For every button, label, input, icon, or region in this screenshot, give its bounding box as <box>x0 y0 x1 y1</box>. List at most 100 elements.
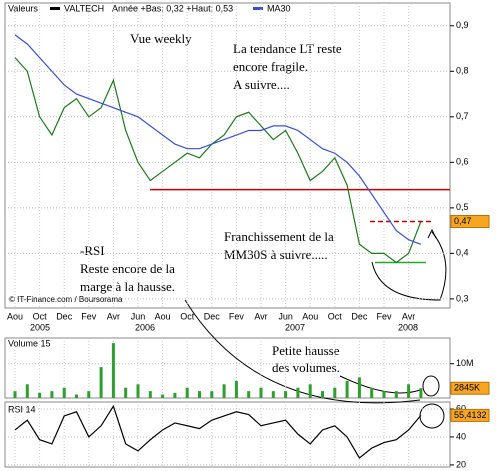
x-tick-label: Avr <box>254 311 267 321</box>
legend-swatch <box>253 7 263 10</box>
year-label: 2008 <box>398 322 418 332</box>
x-tick-label: Dec <box>56 311 73 321</box>
volume-bar <box>62 387 66 398</box>
volume-bar <box>25 384 29 398</box>
volume-bar <box>321 391 324 398</box>
arrow-line <box>184 299 421 404</box>
last-value-label: 0,47 <box>454 216 472 226</box>
y-tick-label: 0,4 <box>456 248 469 258</box>
arrow-head <box>427 228 437 239</box>
rsi-panel <box>4 401 451 468</box>
annotation: Franchissement de la <box>224 229 334 244</box>
volume-bar <box>308 384 312 398</box>
y-tick-label: 10M <box>456 358 474 368</box>
annotation: MM30S à suivre..... <box>224 247 328 262</box>
volume-bar <box>407 384 411 398</box>
y-tick-label: 0,7 <box>456 111 469 121</box>
ellipse <box>422 375 440 397</box>
y-tick-label: 0,6 <box>456 157 469 167</box>
drawings <box>184 228 447 429</box>
legend-entry: VALTECH <box>64 3 104 13</box>
x-tick-label: Jun <box>131 311 146 321</box>
y-tick-label: 0,3 <box>456 293 469 303</box>
volume-bar <box>13 391 17 398</box>
annotation: Petite hausse <box>272 343 340 358</box>
volume-bar <box>87 391 91 398</box>
volume-bar <box>148 391 152 398</box>
volume-bar <box>382 391 386 398</box>
volume-bar <box>370 387 374 398</box>
x-tick-label: Aou <box>155 311 171 321</box>
volume-bar <box>136 384 140 398</box>
y-tick-label: 20 <box>456 459 466 469</box>
last-value-box <box>450 408 490 422</box>
volume-bar <box>173 392 177 398</box>
annotation: Reste encore de la <box>80 261 175 276</box>
volume-bar <box>419 388 423 398</box>
volume-bar <box>38 392 42 398</box>
volume-bar <box>271 391 275 398</box>
volume-bar <box>394 391 398 398</box>
x-tick-label: Oct <box>328 311 343 321</box>
x-tick-label: Fev <box>376 311 392 321</box>
last-value-label: 55,4132 <box>454 410 487 420</box>
arrow-curve <box>371 231 447 301</box>
series-line <box>14 34 422 245</box>
volume-bar <box>111 343 115 398</box>
annotation: des volumes. <box>272 360 340 375</box>
last-value-box <box>450 381 490 395</box>
last-value-label: 2845K <box>454 383 480 393</box>
volume-bar <box>210 391 214 398</box>
annotation: La tendance LT reste <box>233 41 342 56</box>
volume-bar <box>99 367 103 398</box>
x-tick-label: Dec <box>204 311 221 321</box>
volume-bar <box>345 380 349 398</box>
panel-label: Valeurs <box>8 3 38 13</box>
volume-panel <box>4 337 451 399</box>
x-tick-label: Jun <box>278 311 293 321</box>
legend-swatch <box>50 7 60 10</box>
volume-bar <box>198 391 201 398</box>
volume-bar <box>247 391 251 398</box>
volume-bar <box>75 394 78 398</box>
annotation: Vue weekly <box>130 31 192 46</box>
subtitle: Année +Bas: 0,32 +Haut: 0,53 <box>112 3 233 13</box>
volume-bar <box>234 380 238 398</box>
volume-bar <box>222 384 226 398</box>
volume-bar <box>185 387 189 398</box>
x-tick-label: Avr <box>402 311 415 321</box>
price-panel <box>4 2 451 309</box>
x-tick-label: Aou <box>302 311 318 321</box>
volume-bar <box>50 391 54 398</box>
volume-bar <box>161 394 165 398</box>
x-tick-label: Oct <box>33 311 48 321</box>
series-line <box>14 404 422 459</box>
panel-label: Volume 15 <box>8 338 51 348</box>
series-line <box>14 57 422 264</box>
year-label: 2005 <box>30 322 50 332</box>
year-label: 2006 <box>135 322 155 332</box>
volume-bar <box>124 387 128 398</box>
panel-label: RSI 14 <box>8 404 36 414</box>
volume-bar <box>284 391 288 398</box>
y-tick-label: 0,5 <box>456 202 469 212</box>
volume-bar <box>296 387 300 398</box>
y-tick-label: 40 <box>456 431 466 441</box>
x-tick-label: Dec <box>351 311 368 321</box>
annotation: marge à la hausse. <box>80 279 175 294</box>
x-tick-label: Fev <box>81 311 97 321</box>
annotation: -RSI <box>80 243 105 258</box>
annotation: encore fragile. <box>233 59 308 74</box>
volume-bar <box>333 387 337 398</box>
y-tick-label: 0,8 <box>456 66 469 76</box>
last-value-box <box>450 215 490 229</box>
credit: © IT-Finance.com / Boursorama <box>9 295 123 304</box>
volume-bar <box>357 377 361 398</box>
x-tick-label: Aou <box>7 311 23 321</box>
y-tick-label: 60 <box>456 403 466 413</box>
volume-bar <box>259 387 263 398</box>
x-tick-label: Fev <box>229 311 245 321</box>
y-tick-label: 0,9 <box>456 20 469 30</box>
legend-entry: MA30 <box>267 3 291 13</box>
